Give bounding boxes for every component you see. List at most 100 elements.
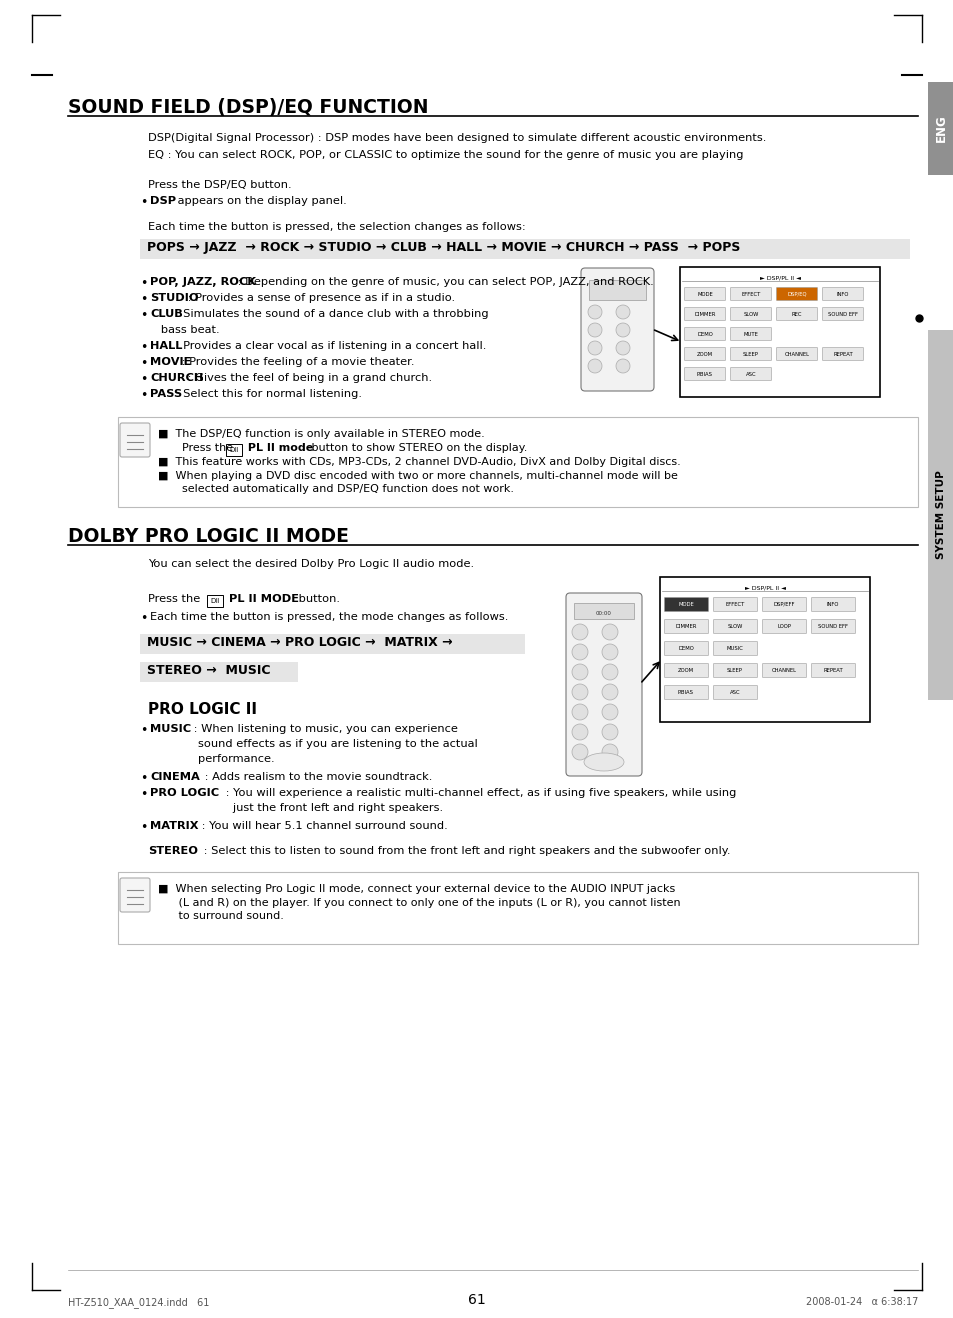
Text: ZOOM: ZOOM (697, 352, 712, 356)
FancyBboxPatch shape (664, 619, 708, 634)
FancyBboxPatch shape (730, 327, 771, 340)
Text: SLEEP: SLEEP (726, 667, 742, 672)
Text: button to show STEREO on the display.: button to show STEREO on the display. (308, 443, 527, 453)
Text: : Provides a clear vocal as if listening in a concert hall.: : Provides a clear vocal as if listening… (172, 341, 486, 351)
Text: : When listening to music, you can experience: : When listening to music, you can exper… (190, 724, 457, 734)
Circle shape (616, 323, 629, 337)
FancyBboxPatch shape (684, 368, 724, 381)
Text: : Simulates the sound of a dance club with a throbbing: : Simulates the sound of a dance club wi… (172, 308, 489, 319)
Text: POPS → JAZZ  → ROCK → STUDIO → CLUB → HALL → MOVIE → CHURCH → PASS  → POPS: POPS → JAZZ → ROCK → STUDIO → CLUB → HAL… (147, 241, 740, 254)
Text: button.: button. (294, 594, 339, 604)
Text: (L and R) on the player. If you connect to only one of the inputs (L or R), you : (L and R) on the player. If you connect … (168, 898, 679, 908)
Text: •: • (140, 308, 147, 322)
Text: SLEEP: SLEEP (742, 352, 759, 356)
Circle shape (572, 623, 587, 641)
Text: DII: DII (211, 598, 219, 604)
Text: : Gives the feel of being in a grand church.: : Gives the feel of being in a grand chu… (183, 373, 432, 384)
FancyBboxPatch shape (761, 663, 805, 677)
Text: •: • (140, 821, 147, 834)
Text: : Adds realism to the movie soundtrack.: : Adds realism to the movie soundtrack. (201, 772, 432, 782)
Text: •: • (140, 293, 147, 306)
Text: PL II MODE: PL II MODE (225, 594, 298, 604)
FancyBboxPatch shape (730, 368, 771, 381)
Bar (140, 239, 909, 260)
Text: STEREO →  MUSIC: STEREO → MUSIC (147, 664, 271, 677)
Text: MUSIC → CINEMA → PRO LOGIC →  MATRIX →: MUSIC → CINEMA → PRO LOGIC → MATRIX → (147, 637, 452, 648)
FancyBboxPatch shape (811, 619, 855, 634)
Text: CHANNEL: CHANNEL (783, 352, 809, 356)
Text: CINEMA: CINEMA (150, 772, 199, 782)
Bar (140, 634, 524, 654)
FancyBboxPatch shape (580, 268, 654, 391)
Text: PL II mode: PL II mode (244, 443, 313, 453)
Text: STEREO: STEREO (148, 846, 198, 855)
FancyBboxPatch shape (664, 642, 708, 655)
Text: CHURCH: CHURCH (150, 373, 203, 384)
Bar (927, 330, 953, 700)
Text: SLOW: SLOW (742, 311, 758, 316)
Text: appears on the display panel.: appears on the display panel. (173, 196, 346, 206)
Text: SOUND FIELD (DSP)/EQ FUNCTION: SOUND FIELD (DSP)/EQ FUNCTION (68, 98, 428, 117)
Text: : Provides the feeling of a movie theater.: : Provides the feeling of a movie theate… (178, 357, 414, 366)
Circle shape (572, 724, 587, 739)
FancyBboxPatch shape (761, 619, 805, 634)
Circle shape (601, 645, 618, 660)
Text: : Provides a sense of presence as if in a studio.: : Provides a sense of presence as if in … (183, 293, 455, 303)
Text: DIMMER: DIMMER (694, 311, 715, 316)
Text: DOLBY PRO LOGIC II MODE: DOLBY PRO LOGIC II MODE (68, 527, 349, 546)
Text: •: • (140, 772, 147, 786)
FancyBboxPatch shape (684, 327, 724, 340)
Ellipse shape (583, 753, 623, 771)
Text: : Select this for normal listening.: : Select this for normal listening. (172, 389, 362, 399)
Text: MODE: MODE (678, 601, 693, 606)
FancyBboxPatch shape (120, 423, 150, 457)
FancyBboxPatch shape (684, 348, 724, 361)
FancyBboxPatch shape (684, 287, 724, 301)
Text: PASS: PASS (150, 389, 182, 399)
Circle shape (616, 358, 629, 373)
Text: ASC: ASC (745, 372, 756, 377)
Circle shape (601, 684, 618, 700)
Bar (118, 416, 917, 507)
Text: DSP/EQ: DSP/EQ (786, 291, 806, 297)
Text: CLUB: CLUB (150, 308, 183, 319)
Circle shape (572, 684, 587, 700)
Text: SOUND EFF: SOUND EFF (827, 311, 857, 316)
Text: ■  This feature works with CDs, MP3-CDs, 2 channel DVD-Audio, DivX and Dolby Dig: ■ This feature works with CDs, MP3-CDs, … (158, 457, 680, 467)
Text: MUSIC: MUSIC (150, 724, 191, 734)
Bar (588, 279, 645, 301)
FancyBboxPatch shape (565, 593, 641, 776)
Text: ENG: ENG (934, 115, 946, 142)
Text: to surround sound.: to surround sound. (168, 911, 284, 921)
FancyBboxPatch shape (821, 307, 862, 320)
FancyBboxPatch shape (761, 597, 805, 612)
Text: POP, JAZZ, ROCK: POP, JAZZ, ROCK (150, 277, 255, 287)
Bar (207, 594, 223, 608)
FancyBboxPatch shape (821, 348, 862, 361)
FancyBboxPatch shape (730, 307, 771, 320)
Text: sound effects as if you are listening to the actual: sound effects as if you are listening to… (198, 739, 477, 749)
Circle shape (601, 743, 618, 760)
Text: REC: REC (791, 311, 801, 316)
Text: bass beat.: bass beat. (150, 326, 219, 335)
Bar (574, 604, 634, 619)
FancyBboxPatch shape (776, 348, 817, 361)
Bar (659, 577, 869, 722)
Text: •: • (140, 341, 147, 355)
Circle shape (601, 664, 618, 680)
Text: 61: 61 (468, 1293, 485, 1307)
Text: •: • (140, 196, 147, 210)
Circle shape (587, 341, 601, 355)
Text: DSP: DSP (150, 196, 176, 206)
Text: P.BIAS: P.BIAS (697, 372, 712, 377)
FancyBboxPatch shape (120, 878, 150, 912)
Circle shape (572, 743, 587, 760)
Text: CHANNEL: CHANNEL (771, 667, 796, 672)
Text: DEMO: DEMO (678, 646, 693, 651)
Bar (118, 873, 917, 944)
Text: selected automatically and DSP/EQ function does not work.: selected automatically and DSP/EQ functi… (168, 484, 514, 494)
Text: MATRIX: MATRIX (150, 821, 198, 832)
Text: : You will hear 5.1 channel surround sound.: : You will hear 5.1 channel surround sou… (198, 821, 447, 832)
Text: Each time the button is pressed, the mode changes as follows.: Each time the button is pressed, the mod… (150, 612, 508, 622)
Text: performance.: performance. (198, 754, 274, 764)
